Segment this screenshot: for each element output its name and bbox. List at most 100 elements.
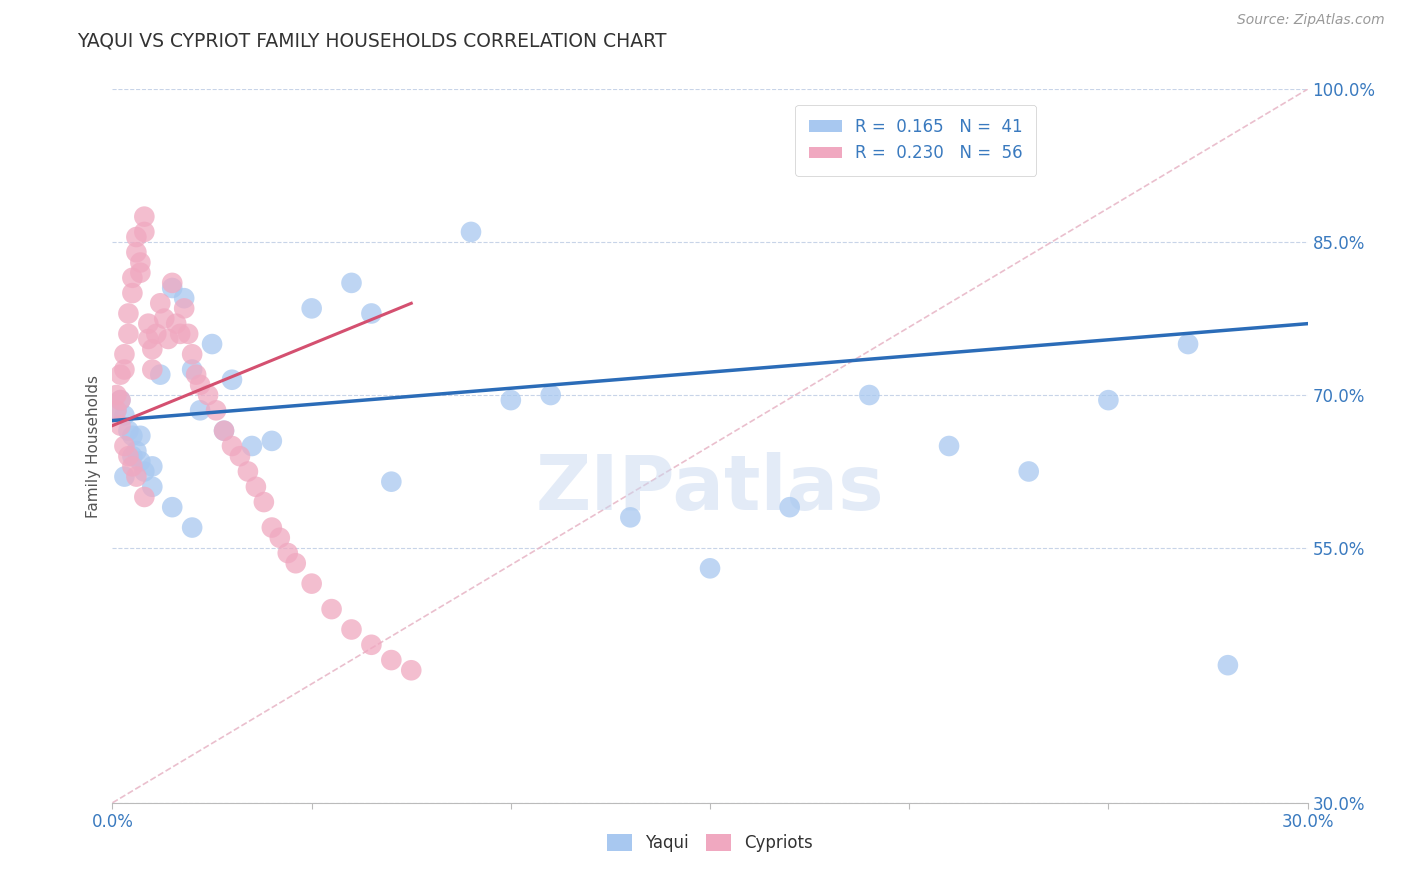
Point [779,500,801,515]
Point [221,373,243,387]
Point [186,368,208,382]
Point [114,439,135,453]
Point [165,317,187,331]
Point [117,449,139,463]
Point [121,286,143,301]
Y-axis label: Family Households: Family Households [86,375,101,517]
Point [499,393,522,408]
Point [121,449,143,463]
Point [110,393,132,408]
Point [460,225,482,239]
Point [129,255,152,269]
Point [301,301,323,316]
Point [699,561,721,575]
Text: YAQUI VS CYPRIOT FAMILY HOUSEHOLDS CORRELATION CHART: YAQUI VS CYPRIOT FAMILY HOUSEHOLDS CORRE… [77,31,666,50]
Point [153,311,176,326]
Point [145,326,167,341]
Point [221,439,243,453]
Point [162,276,183,290]
Point [157,332,180,346]
Point [236,465,259,479]
Text: ZIPatlas: ZIPatlas [536,452,884,525]
Point [340,276,363,290]
Point [260,434,283,448]
Point [149,296,172,310]
Point [138,332,160,346]
Point [260,520,283,534]
Point [277,546,299,560]
Point [134,490,156,504]
Point [114,347,135,361]
Point [121,429,143,443]
Point [162,500,183,515]
Point [134,225,156,239]
Point [938,439,960,453]
Point [301,576,323,591]
Point [188,377,211,392]
Point [169,326,191,341]
Point [105,388,128,402]
Point [321,602,343,616]
Point [125,469,148,483]
Point [360,638,382,652]
Point [253,495,276,509]
Point [129,266,152,280]
Point [1216,658,1239,673]
Point [134,465,156,479]
Point [134,210,156,224]
Point [181,362,204,376]
Point [401,663,423,677]
Point [212,424,235,438]
Point [117,306,139,320]
Point [284,556,307,570]
Point [173,291,195,305]
Point [1177,337,1199,351]
Point [110,418,132,433]
Point [1097,393,1119,408]
Point [141,342,163,356]
Point [181,347,204,361]
Point [141,459,163,474]
Point [117,326,139,341]
Point [619,510,641,524]
Point [245,480,267,494]
Point [340,623,363,637]
Point [125,444,148,458]
Point [121,270,143,285]
Point [269,531,291,545]
Point [121,459,143,474]
Point [188,403,211,417]
Point [125,245,148,260]
Point [114,469,135,483]
Point [177,326,200,341]
Point [380,475,402,489]
Point [240,439,263,453]
Point [540,388,562,402]
Point [162,281,183,295]
Point [114,409,135,423]
Point [205,403,228,417]
Point [360,306,382,320]
Point [1018,465,1040,479]
Point [105,403,128,417]
Point [110,368,132,382]
Point [129,454,152,468]
Point [138,317,160,331]
Point [141,480,163,494]
Legend: Yaqui, Cypriots: Yaqui, Cypriots [600,827,820,859]
Text: Source: ZipAtlas.com: Source: ZipAtlas.com [1237,13,1385,28]
Point [149,368,172,382]
Point [110,393,132,408]
Point [858,388,880,402]
Point [229,449,252,463]
Point [173,301,195,316]
Point [114,362,135,376]
Point [105,403,128,417]
Point [129,429,152,443]
Point [125,230,148,244]
Point [201,337,224,351]
Point [181,520,204,534]
Point [141,362,163,376]
Point [117,424,139,438]
Point [212,424,235,438]
